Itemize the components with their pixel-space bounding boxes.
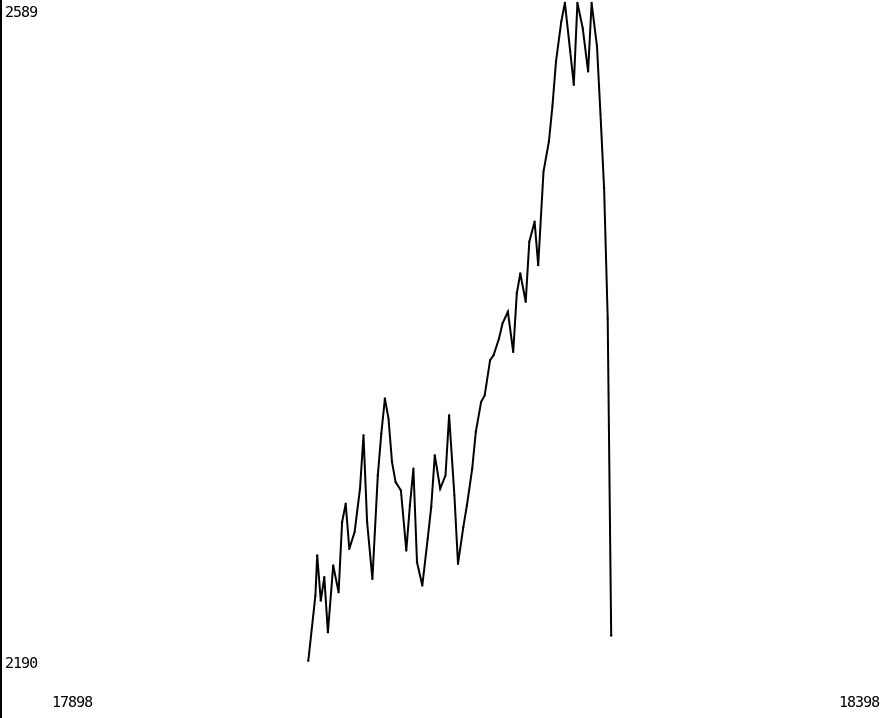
data-point: [430, 505, 433, 509]
data-point: [610, 634, 613, 637]
data-point: [340, 520, 344, 524]
data-point: [519, 272, 522, 275]
data-point: [576, 1, 579, 5]
data-point: [590, 1, 593, 5]
data-point: [362, 434, 365, 437]
data-point: [433, 454, 436, 457]
data-point: [533, 220, 536, 223]
data-point: [524, 300, 527, 303]
data-point: [506, 310, 510, 313]
data-point: [581, 26, 584, 30]
data-point: [353, 530, 356, 534]
data-point: [515, 292, 518, 295]
data-point: [344, 502, 347, 505]
data-point: [376, 474, 379, 477]
data-point: [371, 577, 374, 581]
data-point: [408, 504, 412, 507]
data-point: [412, 467, 415, 470]
data-point: [316, 554, 319, 557]
data-point: [426, 537, 429, 540]
data-point: [537, 263, 540, 267]
data-point: [563, 1, 567, 5]
data-point: [512, 350, 515, 354]
data-point: [348, 547, 351, 550]
data-point: [572, 83, 575, 87]
data-point: [560, 20, 563, 23]
data-point: [551, 105, 554, 108]
data-point: [479, 400, 483, 404]
data-point: [415, 561, 419, 564]
data-point: [483, 394, 486, 397]
data-point: [358, 487, 362, 490]
data-point: [462, 525, 465, 529]
data-point: [365, 520, 369, 524]
data-point: [497, 337, 501, 340]
data-point: [471, 467, 474, 470]
y-tick-label-bottom: 2190: [5, 654, 38, 672]
data-point: [456, 562, 460, 565]
x-tick-label-left: 17898: [52, 693, 93, 711]
data-point: [387, 417, 390, 420]
data-point: [602, 187, 606, 190]
data-point: [421, 584, 424, 587]
data-point: [488, 359, 492, 362]
y-tick-label-top: 2589: [5, 3, 38, 21]
data-point: [332, 564, 335, 567]
data-point: [405, 549, 408, 552]
data-point: [380, 432, 383, 435]
data-point: [394, 480, 397, 484]
data-point: [465, 504, 469, 507]
data-point: [599, 113, 602, 117]
data-point: [547, 140, 551, 143]
data-point: [319, 599, 322, 602]
data-point: [474, 430, 477, 434]
data-point: [501, 322, 504, 325]
data-point: [554, 60, 558, 63]
data-point: [569, 50, 572, 53]
data-point: [453, 494, 456, 497]
data-point: [383, 397, 387, 400]
data-point: [337, 591, 340, 594]
data-point: [586, 70, 590, 73]
data-point: [492, 354, 495, 357]
data-point: [528, 240, 531, 243]
data-point: [307, 659, 310, 662]
data-point: [444, 474, 447, 477]
data-point: [323, 576, 326, 579]
data-point: [542, 170, 545, 173]
data-point: [399, 489, 403, 492]
x-tick-label-right: 18398: [839, 693, 880, 711]
data-point: [439, 487, 442, 490]
data-point: [314, 594, 317, 597]
data-point: [595, 45, 599, 48]
data-point: [390, 460, 394, 464]
plot-area: [307, 1, 613, 662]
data-point: [326, 631, 330, 634]
data-point: [447, 414, 451, 417]
data-point: [606, 317, 609, 320]
